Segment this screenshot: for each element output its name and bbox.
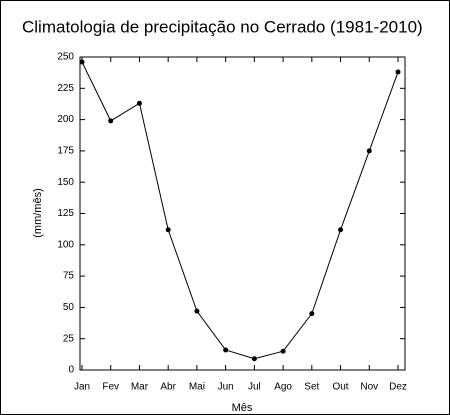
marker xyxy=(309,311,315,317)
x-tick-label: Mai xyxy=(189,382,205,393)
line xyxy=(81,61,399,360)
x-tick-label: Dez xyxy=(389,382,407,393)
marker xyxy=(136,100,142,106)
marker xyxy=(165,227,171,233)
marker xyxy=(395,69,401,75)
marker xyxy=(251,356,257,362)
y-tick-label: 250 xyxy=(57,52,74,63)
x-tick-label: Mar xyxy=(131,382,149,393)
marker xyxy=(280,348,286,354)
plot-frame xyxy=(79,56,406,371)
x-tick-label: Fev xyxy=(102,382,119,393)
y-tick-label: 0 xyxy=(68,365,74,376)
marker xyxy=(338,227,344,233)
y-tick-label: 50 xyxy=(63,302,75,313)
marker xyxy=(108,118,114,124)
y-tick-label: 150 xyxy=(57,177,74,188)
marker xyxy=(194,308,200,314)
y-tick-label: 225 xyxy=(57,83,74,94)
x-tick-label: Set xyxy=(304,382,319,393)
marker xyxy=(366,148,372,154)
x-tick-label: Nov xyxy=(360,382,378,393)
y-tick-label: 175 xyxy=(57,146,74,157)
x-tick-label: Abr xyxy=(160,382,176,393)
x-axis-label: Mês xyxy=(232,402,253,414)
x-tick-label: Ago xyxy=(274,382,292,393)
y-tick-label: 25 xyxy=(63,333,75,344)
y-tick-label: 125 xyxy=(57,208,74,219)
marker xyxy=(223,347,229,353)
x-tick-label: Jul xyxy=(248,382,261,393)
y-axis-label: (mm/mês) xyxy=(32,188,44,238)
marker xyxy=(79,59,85,65)
y-tick-label: 200 xyxy=(57,114,74,125)
chart-title: Climatologia de precipitação no Cerrado … xyxy=(22,17,423,36)
x-tick-label: Out xyxy=(332,382,348,393)
x-tick-label: Jan xyxy=(74,382,90,393)
y-tick-label: 100 xyxy=(57,239,74,250)
x-tick-label: Jun xyxy=(218,382,234,393)
y-tick-label: 75 xyxy=(63,271,75,282)
